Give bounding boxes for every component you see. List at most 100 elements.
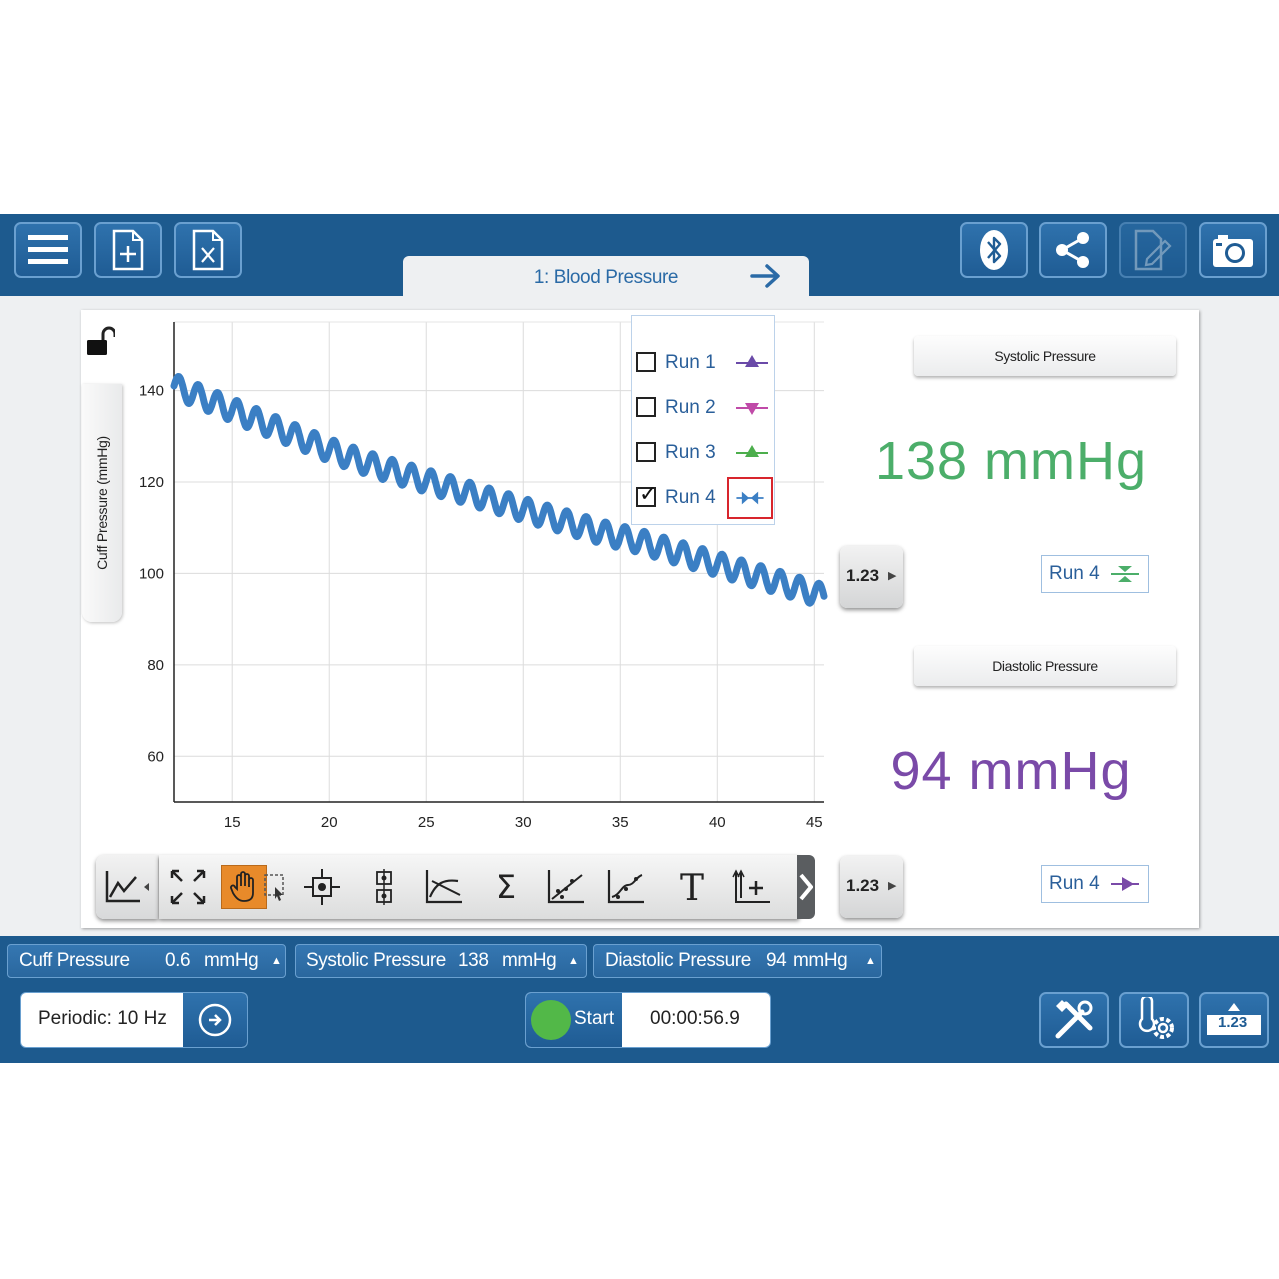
new-file-icon bbox=[112, 229, 144, 271]
text-annotation-button[interactable]: T bbox=[669, 865, 715, 909]
share-button[interactable] bbox=[1039, 222, 1107, 278]
x-tick-label: 40 bbox=[709, 814, 726, 831]
legend-checkbox-checked[interactable]: ✓ bbox=[636, 483, 657, 507]
run-label: Run 4 bbox=[1049, 873, 1100, 894]
sensor-systolic-pressure[interactable]: Systolic Pressure 138 mmHg ▲ bbox=[295, 944, 587, 978]
x-tick-label: 25 bbox=[418, 814, 435, 831]
delta-examine-icon bbox=[376, 869, 392, 905]
systolic-format-button[interactable]: 1.23 ▶ bbox=[840, 546, 903, 608]
integral-button[interactable]: Σ bbox=[483, 865, 529, 909]
legend-label: Run 2 bbox=[665, 397, 716, 418]
format-button-label: 1.23 bbox=[846, 876, 880, 895]
sensor-unit: mmHg bbox=[793, 950, 848, 971]
sampling-rate-label: Periodic: 10 Hz bbox=[38, 1008, 167, 1029]
integral-icon: Σ bbox=[496, 870, 516, 904]
autoscale-icon bbox=[170, 869, 206, 905]
series-line-run-4 bbox=[170, 373, 828, 607]
linear-fit-button[interactable] bbox=[543, 865, 589, 909]
bluetooth-icon bbox=[980, 230, 1008, 270]
pan-icon bbox=[230, 871, 254, 902]
tangent-button[interactable] bbox=[421, 865, 467, 909]
select-button[interactable] bbox=[263, 865, 285, 909]
triangle-right-marker-icon bbox=[1111, 877, 1139, 891]
pan-button[interactable] bbox=[221, 865, 267, 909]
x-tick-label: 45 bbox=[806, 814, 823, 831]
legend-item-run-4[interactable]: ✓ Run 4 bbox=[632, 477, 774, 519]
start-label: Start bbox=[574, 1008, 615, 1029]
bluetooth-button[interactable] bbox=[960, 222, 1028, 278]
bottom-bar: Periodic: 10 Hz Start 00:00:56.9 1.23 bbox=[0, 984, 1279, 1063]
diastolic-run-selector[interactable]: Run 4 bbox=[1041, 865, 1149, 903]
legend-item-run-2[interactable]: Run 2 bbox=[632, 387, 774, 427]
y-axis-selector[interactable]: Cuff Pressure (mmHg) bbox=[82, 384, 122, 622]
text-annotation-icon: T bbox=[680, 870, 704, 904]
y-tick-label: 100 bbox=[139, 565, 164, 582]
record-indicator-icon bbox=[531, 1000, 571, 1040]
sensor-value: 94 bbox=[766, 950, 787, 971]
graph-type-icon bbox=[105, 871, 149, 903]
annotate-icon bbox=[1134, 229, 1172, 271]
new-file-button[interactable] bbox=[94, 222, 162, 278]
sensor-diastolic-pressure[interactable]: Diastolic Pressure 94 mmHg ▲ bbox=[593, 944, 882, 978]
examine-button[interactable] bbox=[299, 865, 345, 909]
sensor-cuff-pressure[interactable]: Cuff Pressure 0.6 mmHg ▲ bbox=[7, 944, 286, 978]
diastolic-meter-value: 94 mmHg bbox=[890, 741, 1132, 801]
svg-text:Σ: Σ bbox=[496, 870, 516, 904]
systolic-meter-label[interactable]: Systolic Pressure bbox=[914, 336, 1176, 376]
svg-text:T: T bbox=[680, 870, 704, 904]
legend-checkbox[interactable] bbox=[636, 442, 656, 462]
x-tick-label: 35 bbox=[612, 814, 629, 831]
delete-file-button[interactable] bbox=[174, 222, 242, 278]
curve-fit-icon bbox=[607, 870, 644, 904]
autoscale-button[interactable] bbox=[165, 865, 211, 909]
unlock-icon[interactable] bbox=[87, 326, 115, 358]
legend-item-run-1[interactable]: Run 1 bbox=[632, 342, 774, 382]
digits-display-icon bbox=[1207, 1003, 1261, 1035]
curve-fit-button[interactable] bbox=[603, 865, 649, 909]
tools-button[interactable] bbox=[1039, 992, 1109, 1048]
systolic-meter-value: 138 mmHg bbox=[874, 431, 1148, 491]
caret-up-icon: ▲ bbox=[271, 955, 282, 967]
run-legend[interactable]: Run 1 Run 2 Run 3 ✓ Run 4 bbox=[631, 315, 775, 525]
arrow-right-icon[interactable] bbox=[749, 261, 783, 291]
bowtie-marker-icon[interactable] bbox=[727, 477, 773, 519]
menu-button[interactable] bbox=[14, 222, 82, 278]
chevron-right-icon bbox=[799, 873, 813, 901]
add-axis-button[interactable] bbox=[729, 865, 775, 909]
sampling-rate-box[interactable]: Periodic: 10 Hz bbox=[20, 992, 248, 1048]
select-icon bbox=[264, 874, 284, 901]
toolbar-more-button[interactable] bbox=[797, 855, 815, 919]
sampling-mode-button[interactable] bbox=[183, 993, 247, 1047]
legend-label: Run 1 bbox=[665, 352, 716, 373]
page-tab[interactable]: 1: Blood Pressure bbox=[403, 256, 809, 296]
caret-up-icon: ▲ bbox=[865, 955, 876, 967]
app-frame: 1: Blood Pressure Cuff Pressure (mmHg) 1… bbox=[0, 214, 1279, 1063]
sensor-name: Diastolic Pressure bbox=[605, 950, 751, 971]
sensor-value: 0.6 bbox=[165, 950, 191, 971]
caret-right-icon: ▶ bbox=[888, 880, 897, 892]
legend-checkbox[interactable] bbox=[636, 397, 656, 417]
delta-button[interactable] bbox=[361, 865, 407, 909]
legend-item-run-3[interactable]: Run 3 bbox=[632, 432, 774, 472]
legend-label: Run 3 bbox=[665, 442, 716, 463]
triangle-down-marker-icon bbox=[736, 403, 768, 415]
linear-fit-icon bbox=[547, 870, 584, 904]
systolic-run-selector[interactable]: Run 4 bbox=[1041, 555, 1149, 593]
run-label: Run 4 bbox=[1049, 563, 1100, 584]
legend-checkbox[interactable] bbox=[636, 352, 656, 372]
timer-icon bbox=[198, 1003, 232, 1037]
annotate-button[interactable] bbox=[1119, 222, 1187, 278]
camera-icon bbox=[1213, 235, 1253, 267]
sensor-unit: mmHg bbox=[502, 950, 557, 971]
tools-icon bbox=[1055, 1000, 1093, 1039]
triangle-up-marker-icon bbox=[736, 355, 768, 367]
diastolic-meter-label[interactable]: Diastolic Pressure bbox=[914, 646, 1176, 686]
camera-button[interactable] bbox=[1199, 222, 1267, 278]
diastolic-format-button[interactable]: 1.23 ▶ bbox=[840, 856, 903, 918]
start-button[interactable]: Start bbox=[526, 993, 622, 1047]
digits-display-button[interactable]: 1.23 bbox=[1199, 992, 1269, 1048]
y-tick-label: 80 bbox=[147, 657, 164, 674]
caret-right-icon: ▶ bbox=[888, 570, 897, 582]
sensor-settings-button[interactable] bbox=[1119, 992, 1189, 1048]
graph-type-button[interactable] bbox=[96, 855, 158, 919]
